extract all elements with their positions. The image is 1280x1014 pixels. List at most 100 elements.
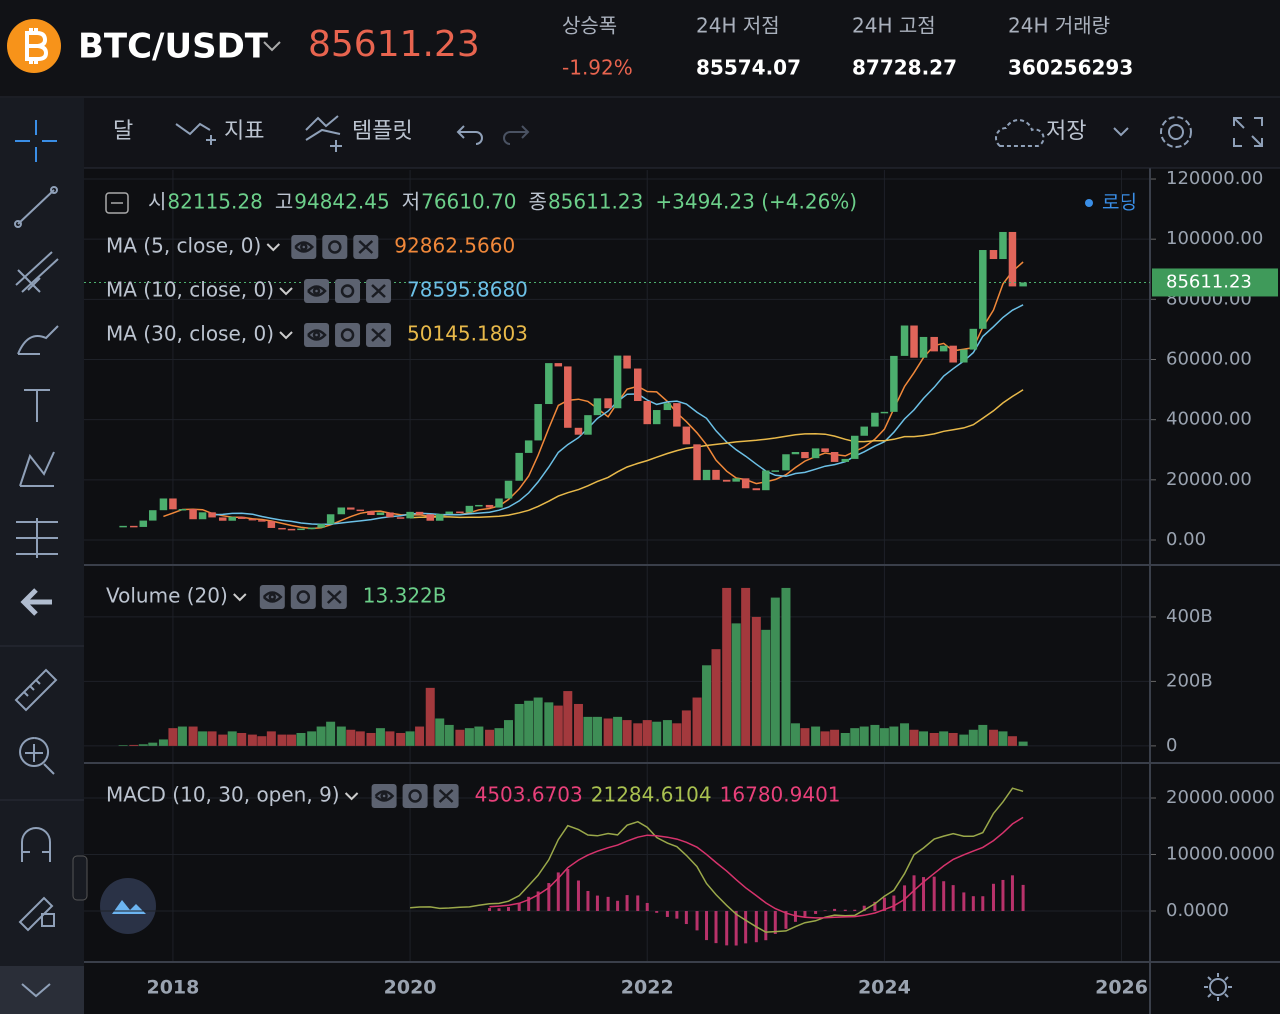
undo[interactable] — [456, 125, 483, 145]
indicator-close-glyph — [326, 590, 342, 604]
indicator-gear-button[interactable] — [335, 279, 361, 303]
indicator-gear-button[interactable] — [322, 235, 348, 259]
indicator-gear-button[interactable] — [402, 784, 428, 808]
dropdown[interactable] — [266, 243, 281, 252]
tool-crosshair[interactable] — [15, 120, 57, 162]
tool-ruler[interactable] — [14, 668, 58, 712]
macd-histogram — [773, 911, 777, 934]
candle — [554, 363, 563, 367]
volume-bar — [118, 745, 128, 746]
macd-histogram — [507, 907, 511, 912]
dropdown[interactable] — [233, 593, 247, 602]
logo-button[interactable] — [100, 878, 156, 934]
dropdown[interactable] — [344, 792, 359, 801]
tool-magnet[interactable] — [21, 827, 51, 862]
stat-value: -1.92% — [562, 56, 633, 80]
candle — [237, 516, 246, 519]
volume-bar — [652, 721, 662, 746]
volume-bar — [524, 700, 534, 746]
indicator-eye-button[interactable] — [371, 784, 397, 808]
candle — [919, 336, 928, 358]
candle — [613, 355, 622, 409]
candle — [830, 452, 839, 462]
tool-lock[interactable] — [18, 896, 55, 932]
candle — [564, 366, 572, 428]
y-tick-label: 0.0000 — [1166, 900, 1229, 921]
volume-bar — [257, 736, 267, 746]
tool-fib[interactable] — [15, 251, 59, 293]
macd-histogram — [536, 891, 540, 912]
stat-label: 24H 저점 — [696, 14, 780, 38]
candle — [949, 345, 957, 363]
volume-bar — [237, 732, 247, 746]
tool-line[interactable] — [14, 186, 59, 228]
macd-histogram — [566, 869, 570, 912]
x-tick-label: 2018 — [146, 977, 199, 999]
y-tick-label: 400B — [1166, 606, 1213, 627]
stat-label: 상승폭 — [562, 14, 617, 38]
indicator-icon[interactable] — [175, 122, 216, 145]
indicator-eye-button[interactable] — [304, 279, 330, 303]
ohlc-value: 85611.23 — [548, 190, 643, 214]
indicator-eye-button[interactable] — [259, 585, 285, 609]
candle — [504, 480, 513, 499]
redo[interactable] — [503, 125, 530, 145]
fullscreen[interactable] — [1233, 117, 1263, 147]
interval[interactable]: 달 — [113, 119, 133, 144]
candle — [979, 250, 987, 329]
indicators[interactable]: 지표 — [224, 119, 264, 144]
candle — [693, 444, 701, 481]
tool-brush[interactable] — [17, 325, 59, 355]
templates[interactable]: 템플릿 — [352, 119, 413, 144]
macd-histogram — [814, 911, 818, 914]
macd-histogram — [725, 911, 729, 946]
volume-bar — [375, 728, 385, 746]
template-icon[interactable] — [305, 115, 342, 152]
pair-dropdown[interactable] — [263, 41, 281, 52]
tool-measure[interactable] — [16, 518, 58, 558]
ohlc-label: 시 — [148, 190, 166, 214]
candle — [871, 412, 879, 427]
candle — [643, 401, 651, 425]
indicator-eye-button[interactable] — [291, 235, 317, 259]
volume-bar — [504, 720, 514, 746]
candle — [376, 512, 385, 516]
tool-more-chevron[interactable] — [21, 983, 51, 998]
volume-bar — [948, 732, 958, 746]
tool-back[interactable] — [20, 588, 52, 616]
indicator-gear-button[interactable] — [335, 323, 361, 347]
coin-glyph — [25, 28, 49, 64]
candle — [752, 488, 761, 491]
volume-bar — [909, 729, 919, 746]
volume-bar — [396, 732, 406, 746]
save[interactable]: 저장 — [1046, 119, 1086, 144]
tool-zoom[interactable] — [19, 737, 55, 775]
dropdown[interactable] — [279, 287, 293, 296]
cloud-icon[interactable] — [995, 119, 1045, 147]
legend-collapse[interactable] — [105, 192, 129, 214]
dropdown[interactable] — [279, 331, 293, 340]
volume-bar — [929, 732, 939, 746]
candle — [722, 479, 731, 482]
macd-histogram — [932, 876, 936, 912]
tool-text[interactable] — [24, 389, 50, 422]
tool-pattern[interactable] — [19, 451, 55, 487]
volume-value: 13.322B — [363, 584, 447, 608]
volume-bar — [435, 718, 445, 746]
save-dropdown[interactable] — [1113, 127, 1129, 137]
macd-histogram — [1010, 875, 1014, 912]
indicator-eye-button[interactable] — [304, 323, 330, 347]
candle — [860, 426, 868, 436]
volume-bar — [770, 597, 780, 746]
settings[interactable] — [1160, 116, 1192, 148]
panel-toggle[interactable] — [72, 855, 88, 901]
indicator-gear-button[interactable] — [290, 585, 316, 609]
candle — [682, 426, 691, 445]
time-settings[interactable] — [1204, 973, 1232, 1001]
candle — [456, 511, 464, 514]
pair[interactable]: BTC/USDT — [78, 27, 269, 67]
candle — [584, 415, 592, 435]
indicator-close-glyph — [371, 284, 386, 298]
macd-histogram — [556, 872, 560, 912]
